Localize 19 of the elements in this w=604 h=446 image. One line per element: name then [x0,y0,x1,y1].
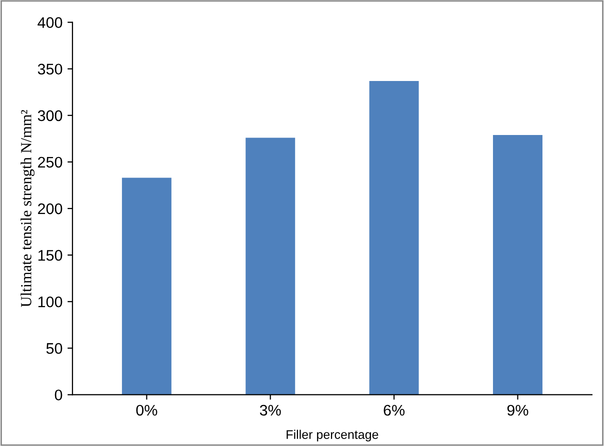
y-tick-label: 250 [38,156,62,168]
x-tick-label: 3% [260,404,281,416]
x-axis-title: Filler percentage [286,430,378,442]
y-tick-label: 350 [38,64,62,75]
y-tick-label: 50 [46,343,62,354]
x-tick-label: 9% [507,404,528,416]
y-tick-label: 300 [38,110,62,122]
bar [122,178,172,395]
y-tick-label: 100 [38,296,62,308]
y-tick-label: 0 [54,390,62,400]
bar [492,134,542,395]
y-tick-label: 150 [38,250,62,261]
x-tick-label: 0% [136,404,158,416]
y-tick-label: 400 [38,17,62,28]
x-tick-label: 6% [384,404,405,416]
bar [369,80,419,395]
bar [246,138,296,395]
y-tick-label: 200 [38,203,62,214]
y-axis-title: Ultimate tensile strength N/mm² [20,110,34,308]
